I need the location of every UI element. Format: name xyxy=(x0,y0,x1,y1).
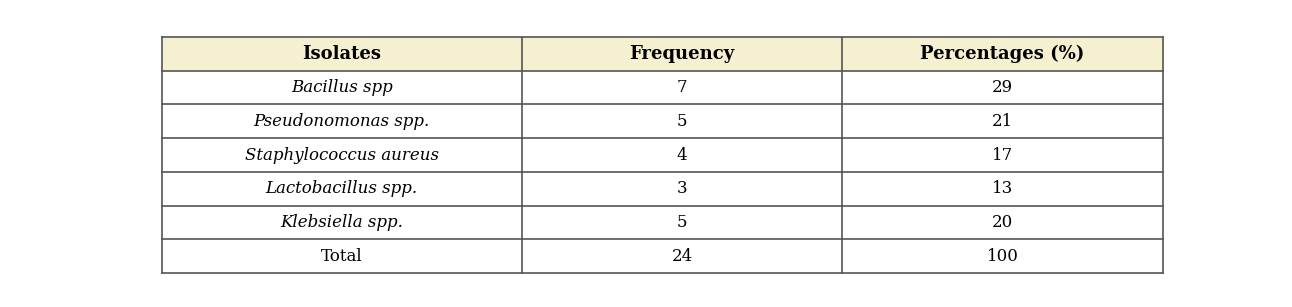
Text: Bacillus spp: Bacillus spp xyxy=(291,79,393,96)
Text: 5: 5 xyxy=(677,214,687,231)
Text: 100: 100 xyxy=(987,248,1018,265)
Text: Total: Total xyxy=(320,248,363,265)
Text: 21: 21 xyxy=(992,113,1013,130)
Text: 4: 4 xyxy=(677,146,687,164)
Text: 13: 13 xyxy=(992,180,1013,197)
Bar xyxy=(162,37,1163,71)
Text: 29: 29 xyxy=(992,79,1013,96)
Text: Klebsiella spp.: Klebsiella spp. xyxy=(280,214,403,231)
Text: 17: 17 xyxy=(992,146,1013,164)
Text: 5: 5 xyxy=(677,113,687,130)
Text: 24: 24 xyxy=(672,248,693,265)
Text: Pseudonomonas spp.: Pseudonomonas spp. xyxy=(253,113,430,130)
Text: 3: 3 xyxy=(677,180,687,197)
Text: Isolates: Isolates xyxy=(302,45,381,63)
Text: Frequency: Frequency xyxy=(629,45,735,63)
Text: Staphylococcus aureus: Staphylococcus aureus xyxy=(244,146,439,164)
Text: 7: 7 xyxy=(677,79,687,96)
Text: Percentages (%): Percentages (%) xyxy=(920,45,1085,63)
Text: 20: 20 xyxy=(992,214,1013,231)
Text: Lactobacillus spp.: Lactobacillus spp. xyxy=(266,180,417,197)
